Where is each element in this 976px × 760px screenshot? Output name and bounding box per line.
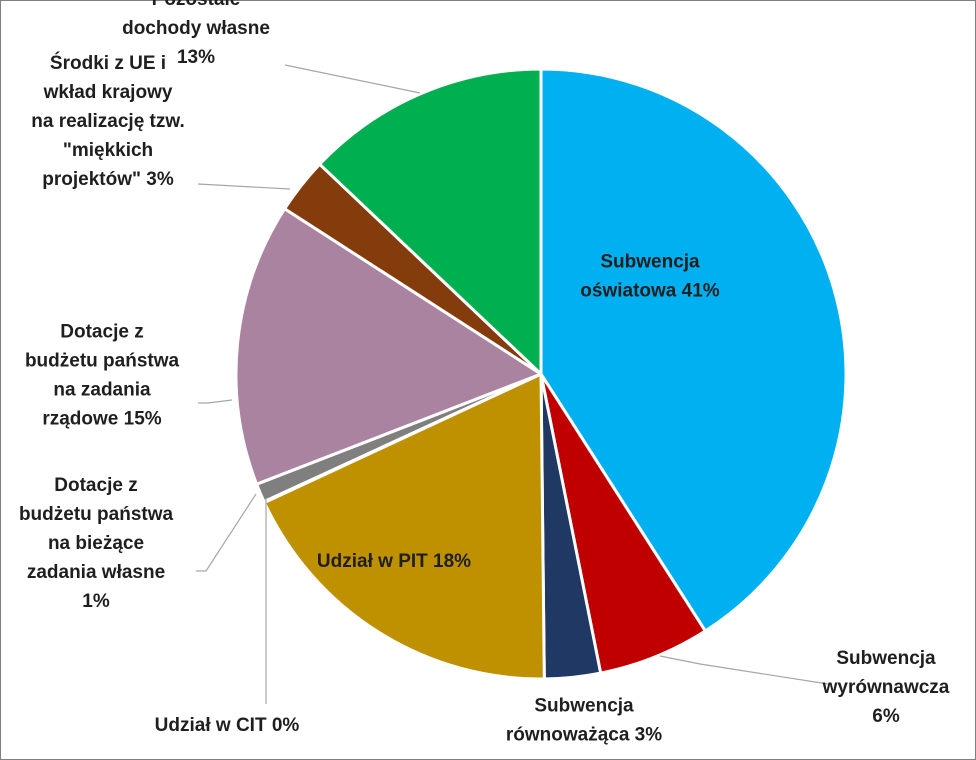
data-label-6: Dotacje z budżetu państwa na bieżące zadani… bbox=[19, 475, 174, 612]
data-label-8-line-4: "miękkich bbox=[63, 140, 153, 161]
data-label-1: Subwencja oświatowa 41% bbox=[580, 252, 719, 302]
leader-line-9 bbox=[284, 64, 421, 94]
data-label-7-line-2: budżetu państwa bbox=[25, 351, 180, 372]
data-label-2-line-3: 6% bbox=[872, 706, 900, 727]
data-label-9-line-1: Pozostałe bbox=[152, 0, 241, 10]
leader-lines bbox=[196, 64, 829, 704]
data-label-3-line-1: Subwencja bbox=[534, 696, 634, 717]
data-label-9-line-2: dochody własne bbox=[122, 18, 270, 39]
pie-slice-4 bbox=[262, 372, 546, 681]
data-label-2-line-1: Subwencja bbox=[836, 648, 936, 669]
data-label-3-line-2: równoważąca 3% bbox=[506, 725, 662, 746]
data-label-2-line-2: wyrównawcza bbox=[822, 677, 950, 698]
leader-line-8 bbox=[197, 183, 291, 190]
data-label-7-line-1: Dotacje z bbox=[60, 322, 143, 343]
data-label-9-line-3: 13% bbox=[177, 47, 215, 68]
data-label-6-line-5: 1% bbox=[82, 591, 110, 612]
data-label-6-line-3: na bieżące bbox=[48, 533, 144, 554]
data-label-2: Subwencja wyrównawcza 6% bbox=[822, 648, 950, 727]
data-label-3: Subwencja równoważąca 3% bbox=[506, 696, 662, 746]
data-label-7: Dotacje z budżetu państwa na zadania rządow… bbox=[25, 322, 180, 430]
data-label-1-line-1: Subwencja bbox=[600, 252, 700, 273]
leader-line-7 bbox=[198, 399, 233, 404]
data-label-7-line-4: rządowe 15% bbox=[42, 409, 161, 430]
pie-slice-7 bbox=[234, 207, 543, 486]
data-label-7-line-3: na zadania bbox=[53, 380, 151, 401]
pie-slice-9 bbox=[318, 67, 543, 376]
data-label-1-line-2: oświatowa 41% bbox=[580, 281, 719, 302]
leader-line-6 bbox=[196, 493, 257, 572]
data-label-8-line-5: projektów" 3% bbox=[42, 169, 174, 190]
leader-line-2 bbox=[659, 655, 829, 685]
data-label-8: Środki z UE i wkład krajowy na realizację … bbox=[31, 52, 184, 190]
pie-slices bbox=[234, 67, 848, 681]
data-label-8-line-1: Środki z UE i bbox=[50, 52, 166, 74]
data-label-4-line-1: Udział w PIT 18% bbox=[317, 551, 471, 572]
data-label-6-line-2: budżetu państwa bbox=[19, 504, 174, 525]
data-label-8-line-3: na realizację tzw. bbox=[31, 111, 184, 132]
data-labels: Subwencja oświatowa 41% Subwencja wyrównawc… bbox=[19, 0, 950, 746]
pie-slice-1 bbox=[539, 67, 848, 633]
data-label-8-line-2: wkład krajowy bbox=[43, 82, 173, 103]
data-label-4: Udział w PIT 18% bbox=[317, 551, 471, 572]
data-label-6-line-4: zadania własne bbox=[27, 562, 165, 583]
data-label-6-line-1: Dotacje z bbox=[54, 475, 137, 496]
data-label-5: Udział w CIT 0% bbox=[155, 715, 300, 736]
data-label-9: Pozostałe dochody własne 13% bbox=[122, 0, 270, 68]
data-label-5-line-1: Udział w CIT 0% bbox=[155, 715, 300, 736]
